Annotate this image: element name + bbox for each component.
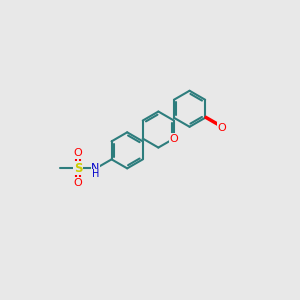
Text: S: S [74,161,82,175]
Text: N: N [91,163,100,173]
Text: O: O [74,178,82,188]
Text: O: O [74,148,82,158]
Text: O: O [169,134,178,144]
Text: H: H [92,169,99,179]
Text: O: O [218,123,226,133]
